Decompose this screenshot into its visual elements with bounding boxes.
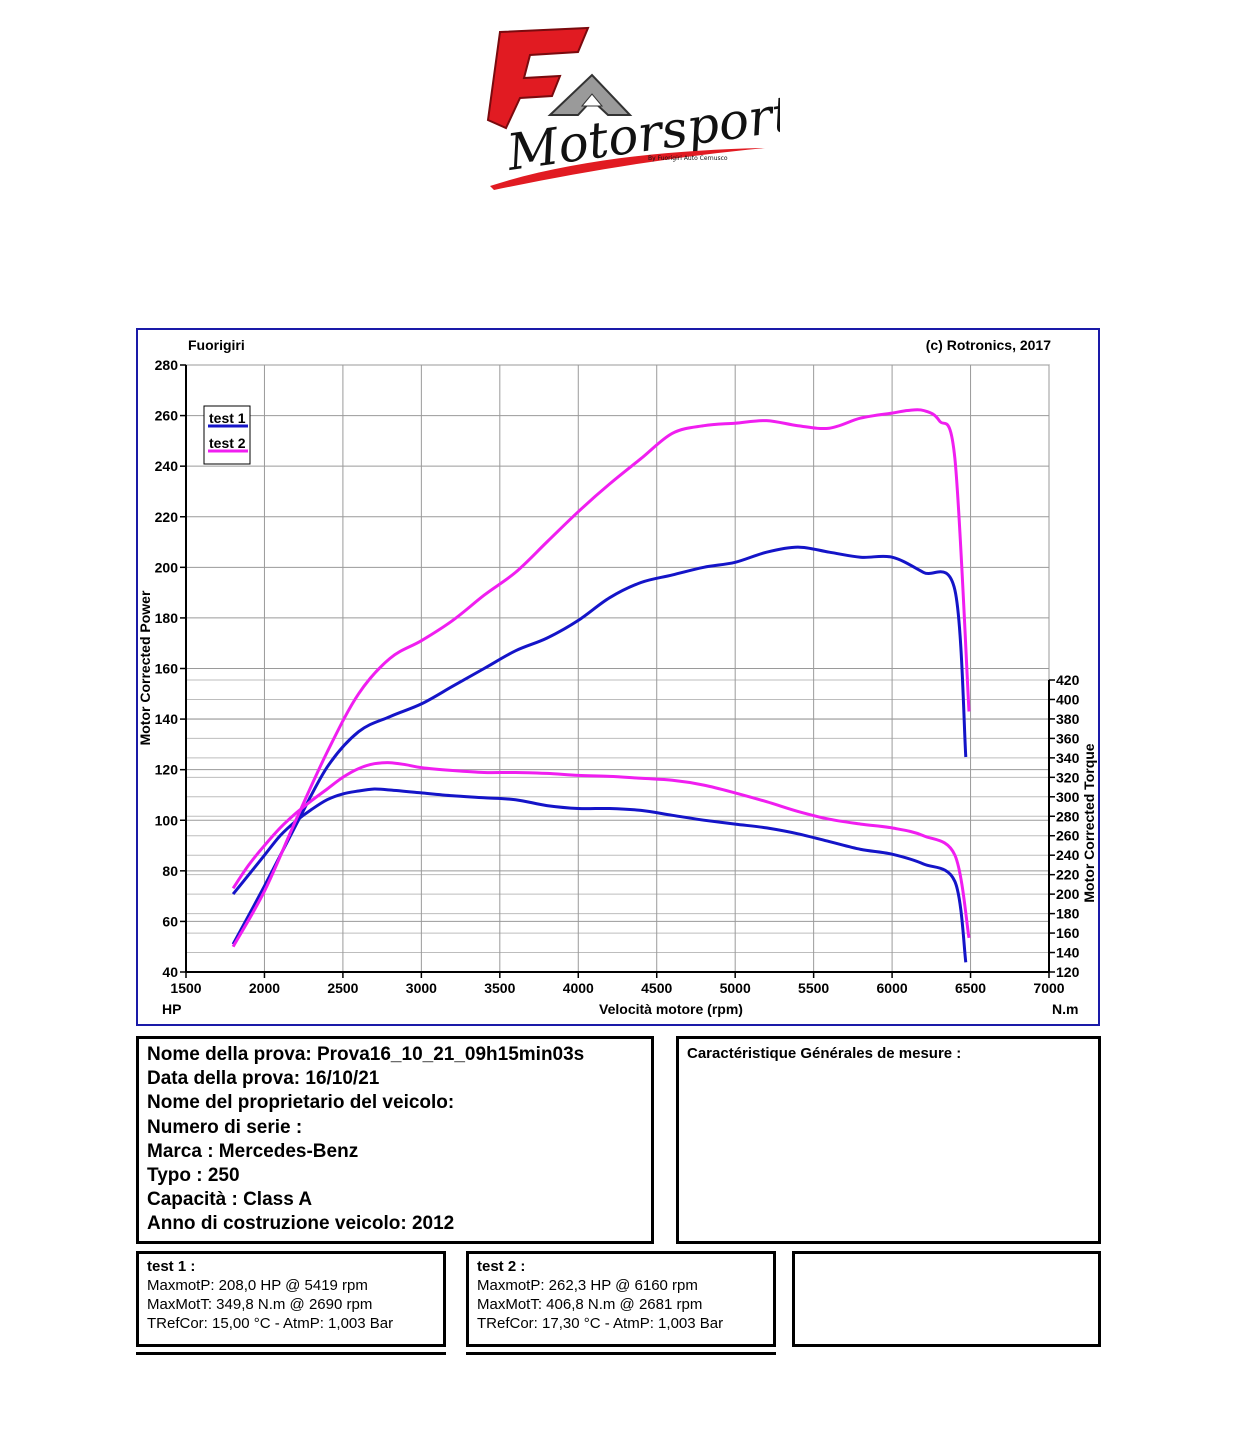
- y-left-tick-label: 40: [162, 964, 178, 980]
- y-right-tick-label: 300: [1056, 789, 1080, 805]
- test1-ref-conditions: TRefCor: 15,00 °C - AtmP: 1,003 Bar: [147, 1315, 394, 1332]
- y-left-tick-label: 60: [162, 913, 178, 929]
- series-test2-power: [231, 408, 971, 948]
- y-left-tick-label: 180: [155, 610, 179, 626]
- x-tick-label: 2000: [249, 980, 280, 996]
- y-right-tick-label: 420: [1056, 672, 1080, 688]
- y-right-tick-label: 260: [1056, 828, 1080, 844]
- info-test-date: Data della prova: 16/10/21: [147, 1068, 380, 1090]
- chart-legend: test 1 test 2: [203, 405, 251, 465]
- info-capacity: Capacità : Class A: [147, 1189, 313, 1211]
- chart-ticks: 1500 2000 2500 3000 3500 4000 4500 5000 5500 6000…: [155, 357, 1080, 996]
- x-axis-label: Velocità motore (rpm): [599, 1001, 743, 1017]
- y-right-tick-label: 320: [1056, 769, 1080, 785]
- y-left-axis-label: Motor Corrected Power: [137, 590, 153, 745]
- test1-underline: [136, 1352, 446, 1355]
- x-tick-label: 4500: [641, 980, 672, 996]
- y-left-tick-label: 120: [155, 762, 179, 778]
- test2-max-power: MaxmotP: 262,3 HP @ 6160 rpm: [477, 1277, 698, 1294]
- test2-results-box: test 2 : MaxmotP: 262,3 HP @ 6160 rpm Ma…: [466, 1251, 776, 1347]
- test1-max-torque: MaxMotT: 349,8 N.m @ 2690 rpm: [147, 1296, 373, 1313]
- y-right-tick-label: 140: [1056, 945, 1080, 961]
- y-right-tick-label: 280: [1056, 808, 1080, 824]
- empty-results-box: [792, 1251, 1101, 1347]
- x-tick-label: 5500: [798, 980, 829, 996]
- test-info-box: Nome della prova: Prova16_10_21_09h15min…: [136, 1036, 654, 1244]
- legend-test1-label: test 1: [209, 410, 246, 426]
- test1-title: test 1 :: [147, 1258, 196, 1275]
- chart-grid: [185, 364, 1050, 973]
- test1-max-power: MaxmotP: 208,0 HP @ 5419 rpm: [147, 1277, 368, 1294]
- info-owner: Nome del proprietario del veicolo:: [147, 1092, 455, 1114]
- chart-header-left: Fuorigiri: [188, 337, 245, 353]
- info-brand: Marca : Mercedes-Benz: [147, 1140, 359, 1162]
- series-test1-torque: [231, 787, 968, 963]
- y-right-tick-label: 400: [1056, 691, 1080, 707]
- fa-motorsport-logo: Motorsport By Fuorigiri Auto Cernusco: [486, 26, 780, 190]
- info-test-name: Nome della prova: Prova16_10_21_09h15min…: [147, 1044, 585, 1065]
- y-left-tick-label: 220: [155, 509, 179, 525]
- characteristics-box: Caractéristique Générales de mesure :: [676, 1036, 1101, 1244]
- x-tick-label: 4000: [563, 980, 594, 996]
- series-test2-torque: [231, 761, 971, 939]
- chart-series: [231, 408, 971, 963]
- series-test1-power: [231, 545, 968, 945]
- x-tick-label: 1500: [170, 980, 201, 996]
- info-type: Typo : 250: [147, 1165, 240, 1187]
- y-left-tick-label: 260: [155, 408, 179, 424]
- y-left-tick-label: 80: [162, 863, 178, 879]
- y-right-tick-label: 200: [1056, 886, 1080, 902]
- y-right-tick-label: 220: [1056, 867, 1080, 883]
- x-unit-left: HP: [162, 1001, 181, 1017]
- y-right-tick-label: 360: [1056, 730, 1080, 746]
- dyno-chart: 1500 2000 2500 3000 3500 4000 4500 5000 5500 6000…: [137, 337, 1097, 1017]
- y-right-tick-label: 180: [1056, 906, 1080, 922]
- y-left-tick-label: 140: [155, 711, 179, 727]
- y-left-tick-label: 280: [155, 357, 179, 373]
- legend-test2-label: test 2: [209, 435, 246, 451]
- test2-underline: [466, 1352, 776, 1355]
- logo-brand-text: Motorsport: [503, 84, 780, 182]
- characteristics-title: Caractéristique Générales de mesure :: [687, 1045, 962, 1062]
- x-tick-label: 6000: [877, 980, 908, 996]
- y-right-axis-label: Motor Corrected Torque: [1081, 743, 1097, 902]
- x-tick-label: 3000: [406, 980, 437, 996]
- test2-title: test 2 :: [477, 1258, 526, 1275]
- info-year: Anno di costruzione veicolo: 2012: [147, 1213, 455, 1235]
- y-right-tick-label: 160: [1056, 925, 1080, 941]
- y-right-tick-label: 380: [1056, 711, 1080, 727]
- y-left-tick-label: 100: [155, 812, 179, 828]
- x-tick-label: 7000: [1033, 980, 1064, 996]
- chart-frame: [136, 328, 1100, 1026]
- x-unit-right: N.m: [1052, 1001, 1078, 1017]
- x-tick-label: 2500: [327, 980, 358, 996]
- y-left-tick-label: 200: [155, 559, 179, 575]
- y-right-tick-label: 240: [1056, 847, 1080, 863]
- test2-ref-conditions: TRefCor: 17,30 °C - AtmP: 1,003 Bar: [477, 1315, 724, 1332]
- info-serial: Numero di serie :: [147, 1116, 303, 1138]
- x-tick-label: 6500: [955, 980, 986, 996]
- logo-tagline: By Fuorigiri Auto Cernusco: [648, 155, 728, 162]
- y-right-tick-label: 340: [1056, 750, 1080, 766]
- x-tick-label: 5000: [720, 980, 751, 996]
- chart-header-right: (c) Rotronics, 2017: [926, 337, 1051, 353]
- test2-max-torque: MaxMotT: 406,8 N.m @ 2681 rpm: [477, 1296, 703, 1313]
- x-tick-label: 3500: [484, 980, 515, 996]
- y-right-tick-label: 120: [1056, 964, 1080, 980]
- y-left-tick-label: 240: [155, 458, 179, 474]
- test1-results-box: test 1 : MaxmotP: 208,0 HP @ 5419 rpm Ma…: [136, 1251, 446, 1347]
- y-left-tick-label: 160: [155, 661, 179, 677]
